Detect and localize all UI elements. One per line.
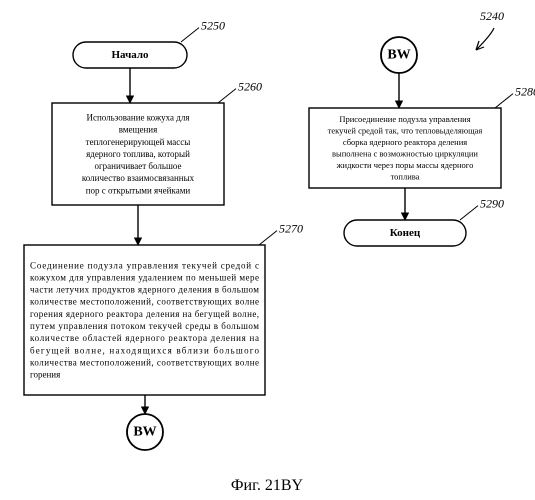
svg-text:BW: BW bbox=[387, 48, 410, 63]
svg-text:Начало: Начало bbox=[111, 49, 149, 61]
svg-text:Присоединение подузла управлен: Присоединение подузла управлениятекучей … bbox=[328, 114, 483, 181]
svg-text:Использование кожуха длявмещен: Использование кожуха длявмещениятеплоген… bbox=[82, 112, 195, 195]
svg-text:BW: BW bbox=[133, 425, 156, 440]
svg-text:5250: 5250 bbox=[201, 19, 225, 33]
svg-text:5240: 5240 bbox=[480, 9, 504, 23]
svg-text:Конец: Конец bbox=[390, 227, 421, 239]
svg-text:Соединение подузла управления: Соединение подузла управления текучей ср… bbox=[30, 260, 260, 379]
svg-text:5270: 5270 bbox=[279, 222, 303, 236]
svg-text:5280: 5280 bbox=[515, 85, 535, 99]
svg-text:Фиг. 21BY: Фиг. 21BY bbox=[231, 477, 304, 494]
svg-text:5260: 5260 bbox=[238, 80, 262, 94]
svg-text:5290: 5290 bbox=[480, 197, 504, 211]
